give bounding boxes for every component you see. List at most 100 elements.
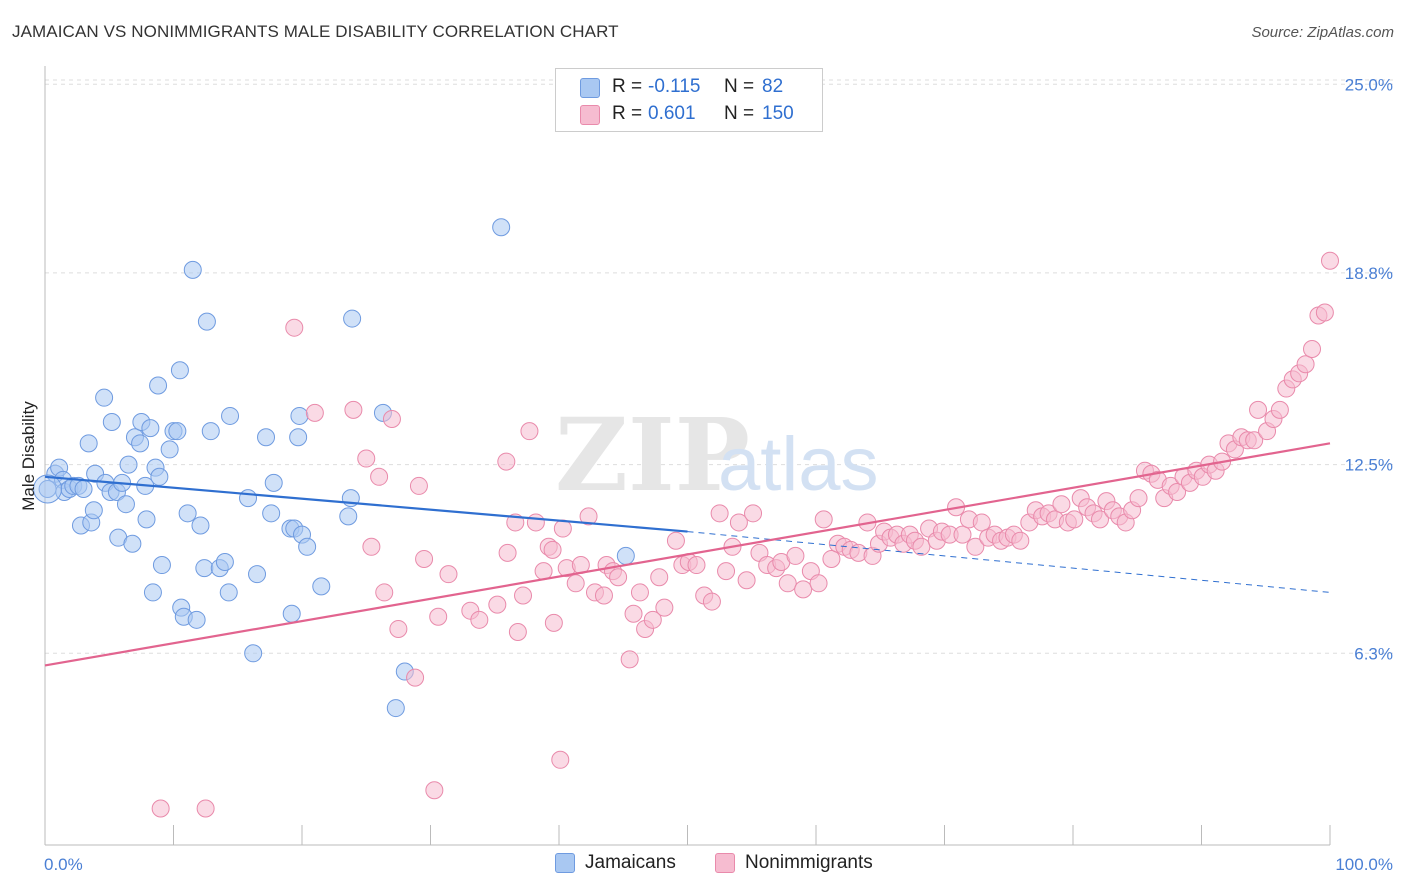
point-nonimmigrants xyxy=(534,562,553,581)
point-nonimmigrants xyxy=(409,476,428,495)
y-tick-label: 12.5% xyxy=(1345,456,1393,475)
point-nonimmigrants xyxy=(1296,355,1315,374)
trend-line-jamaicans-extension xyxy=(687,531,1331,593)
point-nonimmigrants xyxy=(566,574,585,593)
point-nonimmigrants xyxy=(786,546,805,565)
legend-swatch-pink xyxy=(580,105,600,125)
point-nonimmigrants xyxy=(1249,400,1268,419)
point-nonimmigrants xyxy=(425,781,444,800)
point-jamaicans xyxy=(262,504,281,523)
data-points xyxy=(33,218,1339,818)
point-jamaicans xyxy=(312,577,331,596)
series-swatch-blue xyxy=(555,853,575,873)
point-jamaicans xyxy=(187,610,206,629)
point-nonimmigrants xyxy=(370,467,389,486)
point-nonimmigrants xyxy=(594,586,613,605)
legend-n-value: 150 xyxy=(762,103,794,124)
point-jamaicans xyxy=(170,361,189,380)
point-nonimmigrants xyxy=(382,409,401,428)
point-jamaicans xyxy=(290,406,309,425)
point-jamaicans xyxy=(141,419,160,438)
trend-lines xyxy=(44,442,1331,667)
point-nonimmigrants xyxy=(609,568,628,587)
y-tick-label: 6.3% xyxy=(1354,644,1393,663)
point-jamaicans xyxy=(197,312,216,331)
point-jamaicans xyxy=(282,604,301,623)
point-jamaicans xyxy=(95,388,114,407)
point-nonimmigrants xyxy=(737,571,756,590)
point-jamaicans xyxy=(84,501,103,520)
legend-r-label: R = xyxy=(612,76,643,97)
point-nonimmigrants xyxy=(1090,510,1109,529)
point-nonimmigrants xyxy=(710,504,729,523)
trend-line-nonimmigrants xyxy=(44,442,1331,667)
y-tick-labels: 6.3% 12.5% 18.8% 25.0% xyxy=(1345,75,1393,663)
point-nonimmigrants xyxy=(655,598,674,617)
point-nonimmigrants xyxy=(814,510,833,529)
point-nonimmigrants xyxy=(809,574,828,593)
point-nonimmigrants xyxy=(1129,489,1148,508)
point-nonimmigrants xyxy=(717,562,736,581)
point-jamaicans xyxy=(183,260,202,279)
point-nonimmigrants xyxy=(498,543,517,562)
point-jamaicans xyxy=(178,504,197,523)
correlation-legend: R = -0.115 N = 82 R = 0.601 N = 150 xyxy=(555,68,823,132)
point-nonimmigrants xyxy=(966,537,985,556)
point-nonimmigrants xyxy=(305,403,324,422)
point-nonimmigrants xyxy=(1168,483,1187,502)
point-nonimmigrants xyxy=(406,668,425,687)
point-nonimmigrants xyxy=(429,607,448,626)
legend-swatch-blue xyxy=(580,78,600,98)
point-jamaicans xyxy=(239,489,258,508)
point-nonimmigrants xyxy=(912,537,931,556)
axes xyxy=(44,66,1331,846)
point-nonimmigrants xyxy=(488,595,507,614)
legend-r-value: 0.601 xyxy=(648,103,696,124)
point-nonimmigrants xyxy=(1065,510,1084,529)
point-nonimmigrants xyxy=(972,513,991,532)
point-nonimmigrants xyxy=(794,580,813,599)
y-tick-label: 18.8% xyxy=(1345,264,1393,283)
point-nonimmigrants xyxy=(1321,251,1339,270)
legend-r-value: -0.115 xyxy=(648,76,701,97)
point-jamaicans xyxy=(119,455,138,474)
point-nonimmigrants xyxy=(1270,400,1289,419)
point-jamaicans xyxy=(201,422,220,441)
point-nonimmigrants xyxy=(953,525,972,544)
point-nonimmigrants xyxy=(579,507,598,526)
point-nonimmigrants xyxy=(1245,431,1264,450)
point-jamaicans xyxy=(143,583,162,602)
point-jamaicans xyxy=(244,644,263,663)
point-jamaicans xyxy=(339,507,358,526)
point-nonimmigrants xyxy=(1011,531,1030,550)
series-label: Jamaicans xyxy=(585,852,676,873)
point-nonimmigrants xyxy=(508,622,527,641)
point-jamaicans xyxy=(616,546,635,565)
point-nonimmigrants xyxy=(650,568,669,587)
point-nonimmigrants xyxy=(543,540,562,559)
point-jamaicans xyxy=(289,428,308,447)
point-jamaicans xyxy=(79,434,98,453)
point-jamaicans xyxy=(195,559,214,578)
point-jamaicans xyxy=(102,413,121,432)
point-nonimmigrants xyxy=(1315,303,1334,322)
legend-r-label: R = xyxy=(612,103,643,124)
point-jamaicans xyxy=(191,516,210,535)
point-nonimmigrants xyxy=(151,799,170,818)
point-jamaicans xyxy=(264,473,283,492)
point-jamaicans xyxy=(160,440,179,459)
point-jamaicans xyxy=(33,474,63,504)
point-nonimmigrants xyxy=(470,610,489,629)
legend-n-label: N = xyxy=(724,103,755,124)
point-nonimmigrants xyxy=(553,519,572,538)
point-nonimmigrants xyxy=(778,574,797,593)
point-nonimmigrants xyxy=(415,549,434,568)
watermark-atlas: atlas xyxy=(718,422,879,507)
point-jamaicans xyxy=(150,467,169,486)
point-nonimmigrants xyxy=(551,750,570,769)
y-tick-label: 25.0% xyxy=(1345,75,1393,94)
x-tick-label-start: 0.0% xyxy=(44,855,83,874)
point-jamaicans xyxy=(152,556,171,575)
point-jamaicans xyxy=(492,218,511,237)
